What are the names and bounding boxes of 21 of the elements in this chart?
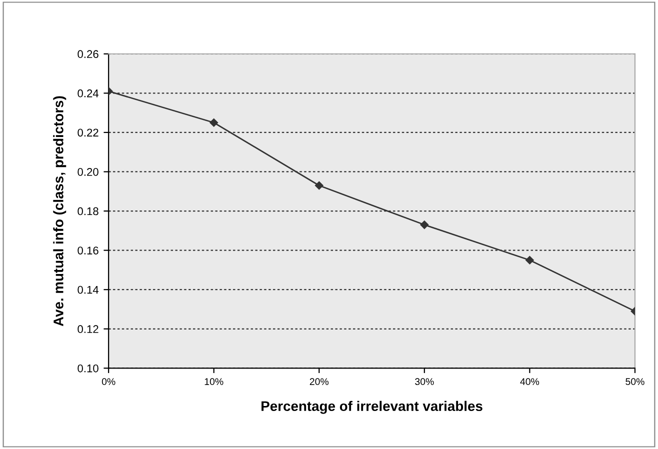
y-tick-label: 0.16 [78, 246, 98, 254]
point [315, 181, 324, 190]
y-tick-label: 0.26 [78, 50, 98, 58]
y-tick-label: 0.20 [78, 168, 98, 176]
y-tick-label: 0.10 [78, 364, 98, 372]
x-tick-label: 0% [102, 378, 116, 386]
y-axis-title: Ave. mutual info (class, predictors) [53, 96, 66, 326]
x-tick-label: 20% [310, 378, 329, 386]
x-tick-label: 10% [204, 378, 224, 386]
point [420, 220, 429, 229]
y-tick-label: 0.24 [78, 89, 99, 98]
x-tick-label: 50% [626, 378, 644, 386]
y-tick-label: 0.12 [78, 325, 98, 334]
x-tick-label: 30% [415, 378, 434, 386]
x-tick-label: 40% [520, 378, 540, 386]
point [526, 256, 534, 264]
y-tick-label: 0.22 [78, 128, 98, 137]
x-axis-title: Percentage of irrelevant variables [262, 400, 482, 414]
y-tick-label: 0.14 [78, 286, 99, 294]
y-tick-label: 0.18 [78, 207, 98, 216]
point [210, 118, 218, 127]
